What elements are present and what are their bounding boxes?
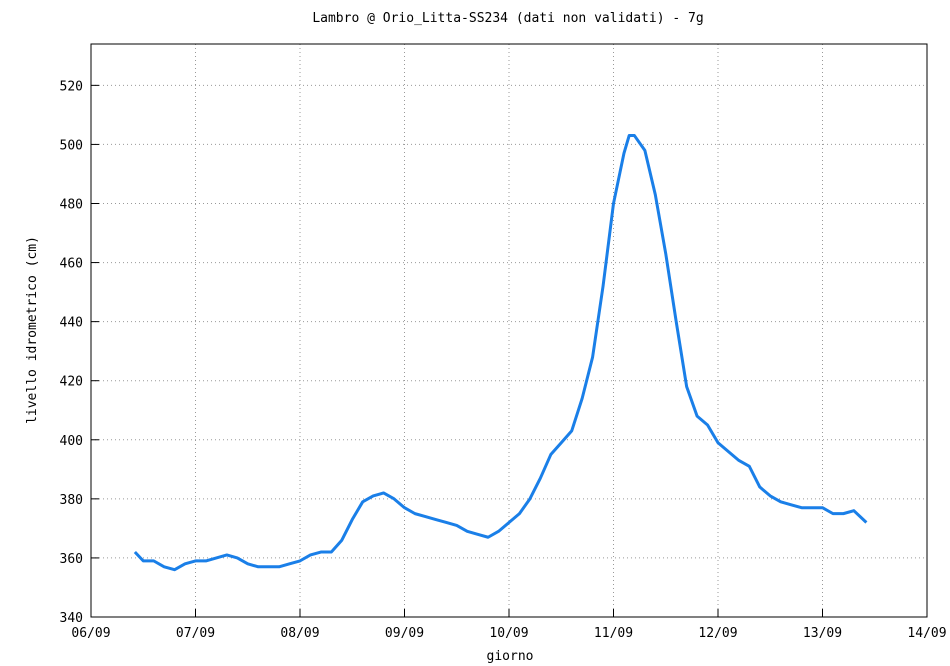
x-tick-label: 08/09 <box>280 626 319 641</box>
y-tick-label: 480 <box>60 197 83 212</box>
x-tick-label: 11/09 <box>594 626 633 641</box>
x-tick-label: 06/09 <box>71 626 110 641</box>
y-tick-label: 440 <box>60 316 83 331</box>
x-axis-label: giorno <box>487 649 534 664</box>
x-tick-label: 12/09 <box>698 626 737 641</box>
y-tick-label: 520 <box>60 79 83 94</box>
y-tick-label: 360 <box>60 552 83 567</box>
data-line <box>133 134 868 572</box>
x-tick-label: 07/09 <box>176 626 215 641</box>
y-tick-label: 460 <box>60 257 83 272</box>
y-tick-label: 420 <box>60 375 83 390</box>
y-tick-label: 400 <box>60 434 83 449</box>
x-tick-label: 09/09 <box>385 626 424 641</box>
y-tick-label: 500 <box>60 138 83 153</box>
y-tick-label: 380 <box>60 493 83 508</box>
plot-frame <box>90 43 928 618</box>
x-tick-label: 10/09 <box>489 626 528 641</box>
y-axis-label: livello idrometrico (cm) <box>25 236 40 424</box>
x-tick-label: 13/09 <box>803 626 842 641</box>
x-tick-label: 14/09 <box>907 626 946 641</box>
y-tick-label: 340 <box>60 611 83 626</box>
chart-title: Lambro @ Orio_Litta-SS234 (dati non vali… <box>312 11 703 26</box>
